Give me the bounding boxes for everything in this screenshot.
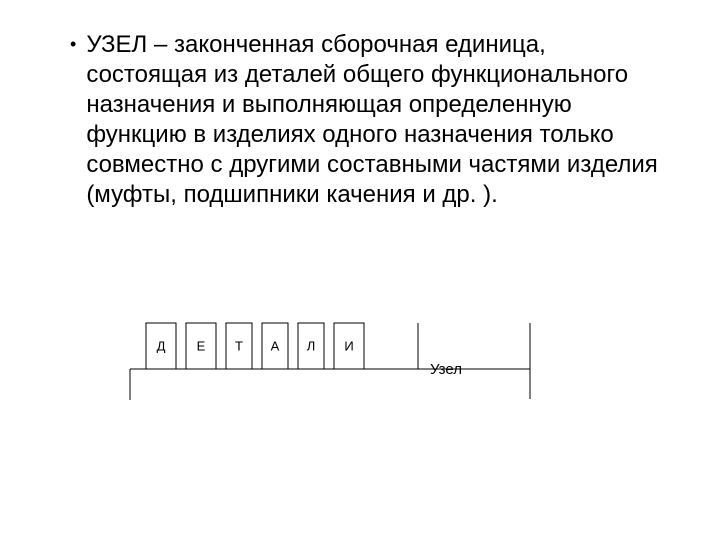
- detail-box-label: Д: [157, 338, 166, 353]
- detail-box-label: Л: [307, 338, 316, 353]
- detail-box-label: И: [344, 338, 353, 353]
- detail-box-label: Т: [235, 338, 243, 353]
- detail-box-label: Е: [197, 338, 206, 353]
- definition-paragraph: УЗЕЛ – законченная сборочная единица, со…: [86, 30, 660, 210]
- uzel-diagram: Д Е Т А Л И Узел: [0, 310, 720, 510]
- bullet-item: • УЗЕЛ – законченная сборочная единица, …: [60, 30, 660, 210]
- uzel-label: Узел: [430, 361, 462, 378]
- diagram-svg: Д Е Т А Л И Узел: [0, 310, 720, 510]
- detail-box-label: А: [271, 338, 280, 353]
- term-uzel: УЗЕЛ: [86, 31, 147, 58]
- definition-text: – законченная сборочная единица, состоящ…: [86, 31, 657, 208]
- bullet-marker: •: [70, 30, 76, 58]
